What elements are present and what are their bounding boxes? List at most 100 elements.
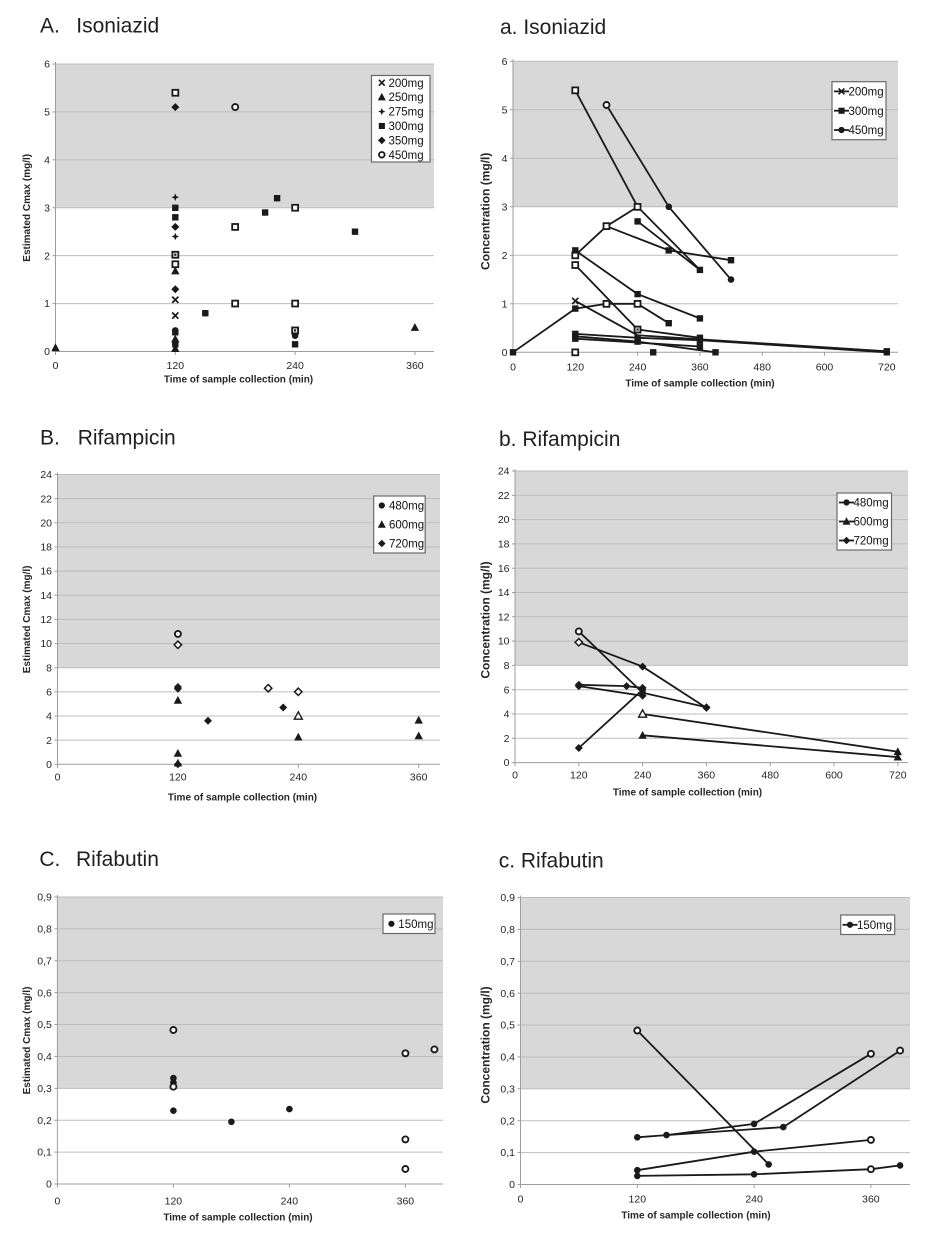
- svg-text:600: 600: [816, 362, 834, 374]
- svg-text:12: 12: [498, 611, 510, 623]
- svg-text:0,2: 0,2: [500, 1115, 515, 1127]
- svg-text:16: 16: [498, 563, 510, 575]
- svg-text:8: 8: [504, 660, 510, 672]
- svg-text:1: 1: [502, 298, 508, 310]
- svg-text:480: 480: [753, 362, 771, 374]
- svg-text:120: 120: [167, 360, 185, 372]
- svg-text:0: 0: [46, 1179, 52, 1191]
- svg-text:16: 16: [40, 566, 52, 578]
- svg-text:0,5: 0,5: [37, 1019, 52, 1031]
- svg-text:0: 0: [44, 346, 50, 358]
- svg-text:22: 22: [498, 490, 510, 502]
- svg-text:0: 0: [54, 1196, 60, 1208]
- svg-text:240: 240: [629, 362, 647, 374]
- svg-text:24: 24: [40, 469, 52, 481]
- svg-text:250mg: 250mg: [389, 92, 424, 104]
- svg-text:a. Isoniazid: a. Isoniazid: [500, 16, 606, 39]
- svg-text:0,9: 0,9: [37, 892, 52, 904]
- svg-text:240: 240: [281, 1196, 299, 1208]
- svg-text:0,1: 0,1: [500, 1147, 515, 1159]
- svg-text:Time of sample collection (min: Time of sample collection (min): [613, 787, 762, 798]
- svg-text:0,1: 0,1: [37, 1147, 52, 1159]
- svg-text:720mg: 720mg: [854, 536, 889, 548]
- svg-text:22: 22: [40, 493, 52, 505]
- svg-text:360: 360: [397, 1196, 415, 1208]
- svg-text:360: 360: [410, 772, 428, 784]
- svg-text:Time of sample collection (min: Time of sample collection (min): [164, 375, 313, 386]
- svg-text:Time of sample collection (min: Time of sample collection (min): [625, 379, 774, 390]
- svg-text:4: 4: [504, 709, 510, 721]
- svg-text:0: 0: [46, 759, 52, 771]
- svg-text:150mg: 150mg: [398, 919, 433, 931]
- svg-text:0,7: 0,7: [37, 955, 52, 967]
- svg-text:0: 0: [504, 757, 510, 769]
- svg-text:480mg: 480mg: [389, 501, 424, 513]
- svg-text:Time of sample collection (min: Time of sample collection (min): [168, 793, 317, 804]
- svg-text:120: 120: [567, 362, 585, 374]
- svg-text:200mg: 200mg: [389, 78, 424, 90]
- svg-text:0: 0: [518, 1194, 524, 1206]
- svg-text:300mg: 300mg: [389, 121, 424, 133]
- svg-text:0,6: 0,6: [500, 988, 515, 1000]
- svg-text:10: 10: [498, 636, 510, 648]
- svg-text:600mg: 600mg: [854, 517, 889, 529]
- svg-text:0: 0: [502, 347, 508, 359]
- svg-text:0: 0: [510, 362, 516, 374]
- svg-text:3: 3: [44, 202, 50, 214]
- svg-text:150mg: 150mg: [857, 920, 892, 932]
- svg-text:450mg: 450mg: [389, 150, 424, 162]
- svg-text:350mg: 350mg: [389, 136, 424, 148]
- svg-text:0: 0: [509, 1179, 515, 1191]
- svg-text:Estimated Cmax (mg/l): Estimated Cmax (mg/l): [22, 154, 33, 262]
- svg-text:8: 8: [46, 662, 52, 674]
- svg-text:360: 360: [698, 770, 716, 782]
- svg-text:0,3: 0,3: [37, 1083, 52, 1095]
- svg-text:480mg: 480mg: [854, 498, 889, 510]
- svg-text:20: 20: [498, 514, 510, 526]
- svg-text:720mg: 720mg: [389, 539, 424, 551]
- svg-text:b. Rifampicin: b. Rifampicin: [499, 428, 620, 451]
- svg-text:2: 2: [46, 735, 52, 747]
- svg-text:B.: B.: [40, 427, 60, 450]
- svg-text:600: 600: [825, 770, 843, 782]
- svg-text:0,6: 0,6: [37, 987, 52, 999]
- svg-text:18: 18: [40, 542, 52, 554]
- svg-text:360: 360: [862, 1194, 880, 1206]
- svg-text:Rifampicin: Rifampicin: [78, 427, 176, 450]
- svg-text:20: 20: [40, 517, 52, 529]
- svg-text:0,4: 0,4: [500, 1052, 515, 1064]
- svg-text:0,4: 0,4: [37, 1051, 52, 1063]
- svg-text:300mg: 300mg: [849, 106, 884, 118]
- svg-text:0: 0: [53, 360, 59, 372]
- svg-text:240: 240: [286, 360, 304, 372]
- svg-text:0: 0: [512, 770, 518, 782]
- svg-text:14: 14: [498, 587, 510, 599]
- svg-text:0,9: 0,9: [500, 892, 515, 904]
- svg-text:450mg: 450mg: [849, 125, 884, 137]
- svg-text:Estimated Cmax (mg/l): Estimated Cmax (mg/l): [22, 565, 33, 673]
- svg-text:120: 120: [165, 1196, 183, 1208]
- svg-text:0: 0: [55, 772, 61, 784]
- svg-text:C.: C.: [39, 848, 60, 871]
- svg-text:0,3: 0,3: [500, 1083, 515, 1095]
- svg-text:0,7: 0,7: [500, 956, 515, 968]
- svg-text:c. Rifabutin: c. Rifabutin: [499, 850, 604, 873]
- svg-text:Estimated Cmax (mg/l): Estimated Cmax (mg/l): [22, 987, 33, 1095]
- svg-text:3: 3: [502, 201, 508, 213]
- svg-text:14: 14: [40, 590, 52, 602]
- svg-text:720: 720: [878, 362, 896, 374]
- svg-text:Concentration (mg/l): Concentration (mg/l): [479, 153, 493, 270]
- svg-text:360: 360: [691, 362, 709, 374]
- svg-text:600mg: 600mg: [389, 520, 424, 532]
- svg-text:0,2: 0,2: [37, 1115, 52, 1127]
- svg-text:0,8: 0,8: [500, 924, 515, 936]
- svg-text:6: 6: [504, 684, 510, 696]
- svg-text:12: 12: [40, 614, 52, 626]
- svg-text:5: 5: [502, 104, 508, 116]
- svg-text:Concentration (mg/l): Concentration (mg/l): [479, 561, 493, 678]
- svg-text:Rifabutin: Rifabutin: [76, 848, 159, 871]
- svg-text:0,8: 0,8: [37, 923, 52, 935]
- svg-text:2: 2: [44, 250, 50, 262]
- svg-text:0,5: 0,5: [500, 1020, 515, 1032]
- svg-text:4: 4: [46, 711, 52, 723]
